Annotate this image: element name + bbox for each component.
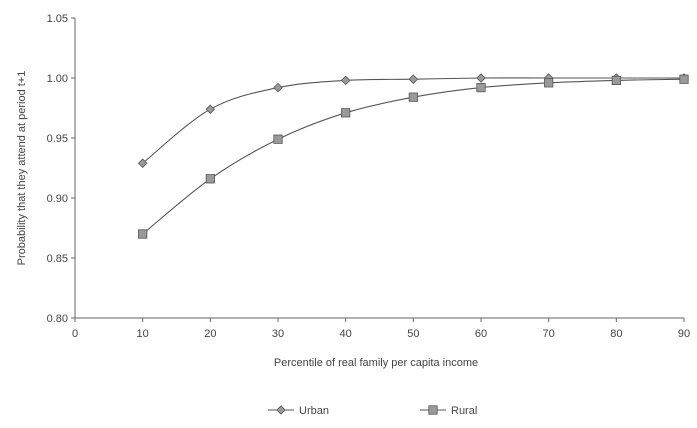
x-axis-ticks: 0 10 20 30 40 50 60 70 80 90 [72,318,690,340]
legend-marker [428,405,438,415]
y-tick-label: 1.00 [47,73,68,85]
data-point-rural [273,134,283,144]
series-rural [138,74,689,239]
data-point-rural [611,75,621,85]
legend-item-rural: Rural [420,405,477,417]
data-point-rural [476,83,486,93]
x-tick-label: 80 [610,328,622,340]
data-point-rural [138,229,148,239]
data-point-urban [340,75,351,86]
x-tick-label: 30 [272,328,284,340]
chart-axes [74,18,684,319]
series-line-urban [142,77,684,164]
legend-item-urban: Urban [268,405,329,417]
x-tick-label: 10 [137,328,149,340]
x-tick-label: 60 [475,328,487,340]
legend-label: Rural [451,405,477,417]
data-point-urban [205,104,216,114]
x-axis-title: Percentile of real family per capita inc… [274,357,478,369]
x-tick-label: 40 [340,328,352,340]
data-point-urban [137,158,148,168]
legend-label: Urban [299,405,329,417]
y-tick-label: 0.85 [47,253,68,265]
series-urban [137,73,689,168]
legend-marker [276,405,286,415]
x-tick-label: 0 [72,328,78,340]
data-point-rural [679,74,689,84]
x-tick-label: 70 [543,328,555,340]
y-axis-ticks: 0.80 0.85 0.90 0.95 1.00 1.05 [47,13,75,325]
x-tick-label: 20 [204,328,216,340]
data-point-urban [408,74,419,84]
y-tick-label: 0.95 [47,133,68,145]
data-point-rural [408,92,418,102]
y-axis-title: Probability that they attend at period t… [16,71,28,266]
y-tick-label: 0.80 [47,313,68,325]
data-point-rural [341,108,351,118]
data-point-urban [273,82,283,93]
x-tick-label: 50 [407,328,419,340]
data-point-urban [476,73,486,83]
chart-legend: Urban Rural [268,405,477,417]
y-tick-label: 0.90 [47,193,68,205]
data-point-rural [205,174,215,184]
data-point-rural [544,78,554,88]
y-tick-label: 1.05 [47,13,68,25]
x-tick-label: 90 [678,328,690,340]
series-layer [137,73,689,239]
